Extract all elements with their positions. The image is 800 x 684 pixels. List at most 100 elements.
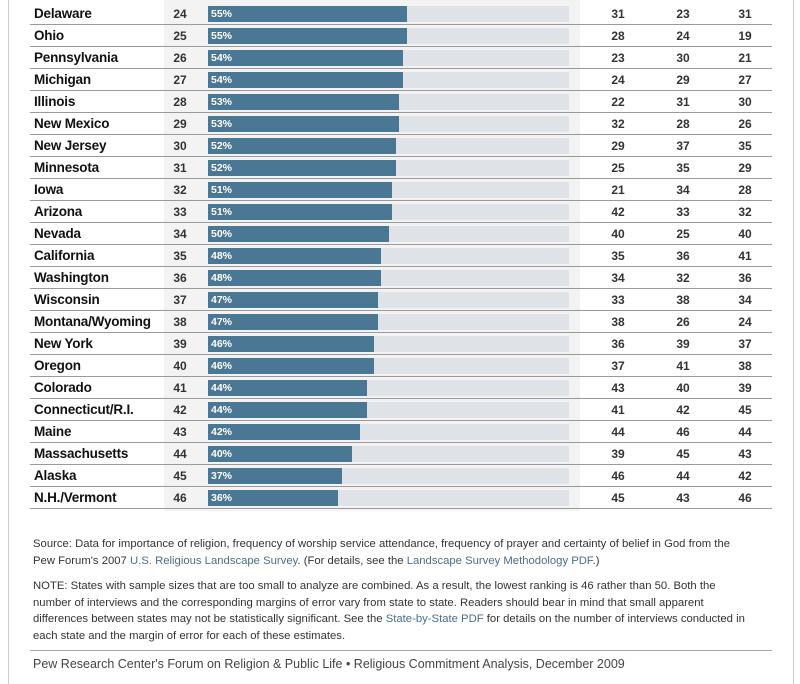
- bar: 53%: [208, 116, 400, 132]
- value-b: 23: [676, 7, 690, 21]
- value-a: 36: [611, 337, 625, 351]
- value-b: 42: [676, 403, 690, 417]
- bar-label: 50%: [211, 228, 233, 240]
- state-name: California: [34, 248, 95, 263]
- value-c: 34: [738, 293, 752, 307]
- rank: 33: [173, 205, 187, 219]
- table-row: Alaska 45 37% 46 44 42: [30, 465, 772, 487]
- value-b: 25: [676, 227, 690, 241]
- bar: 37%: [208, 468, 342, 484]
- bar-track: 50%: [208, 226, 569, 242]
- value-a: 34: [611, 271, 625, 285]
- bar-track: 37%: [208, 468, 569, 484]
- state-name: New York: [34, 336, 93, 351]
- state-name: Connecticut/R.I.: [34, 402, 134, 417]
- value-b: 24: [676, 29, 690, 43]
- state-name: Maine: [34, 424, 72, 439]
- state-name: Arizona: [34, 204, 83, 219]
- table-row: New Mexico 29 53% 32 28 26: [30, 113, 772, 135]
- footer-divider: [30, 650, 772, 651]
- bar-label: 44%: [211, 382, 233, 394]
- value-a: 33: [611, 293, 625, 307]
- frame-border-right: [793, 0, 794, 684]
- bar-label: 53%: [211, 96, 233, 108]
- table-row: Washington 36 48% 34 32 36: [30, 267, 772, 289]
- bar: 54%: [208, 72, 403, 88]
- bar-label: 54%: [211, 74, 233, 86]
- bar-label: 54%: [211, 52, 233, 64]
- rank: 26: [173, 51, 187, 65]
- value-a: 35: [611, 249, 625, 263]
- value-b: 36: [676, 249, 690, 263]
- value-c: 26: [738, 117, 752, 131]
- rank: 45: [173, 469, 187, 483]
- value-c: 38: [738, 359, 752, 373]
- value-c: 19: [738, 29, 752, 43]
- table-row: Michigan 27 54% 24 29 27: [30, 69, 772, 91]
- bar: 53%: [208, 94, 400, 110]
- rank: 37: [173, 293, 187, 307]
- state-name: Delaware: [34, 6, 92, 21]
- state-name: Montana/Wyoming: [34, 314, 151, 329]
- value-c: 32: [738, 205, 752, 219]
- bar: 52%: [208, 160, 396, 176]
- bar-track: 47%: [208, 292, 569, 308]
- bar-track: 46%: [208, 336, 569, 352]
- rank: 29: [173, 117, 187, 131]
- value-a: 28: [611, 29, 625, 43]
- rank: 31: [173, 161, 187, 175]
- value-b: 26: [676, 315, 690, 329]
- source-note: Source: Data for importance of religion,…: [33, 536, 753, 569]
- source-text-3: .): [592, 554, 600, 567]
- bar-label: 36%: [211, 492, 233, 504]
- value-b: 34: [676, 183, 690, 197]
- value-a: 37: [611, 359, 625, 373]
- bar-track: 36%: [208, 490, 569, 506]
- rank: 25: [173, 29, 187, 43]
- value-b: 45: [676, 447, 690, 461]
- bar: 42%: [208, 424, 360, 440]
- state-by-state-pdf-link[interactable]: State-by-State PDF: [385, 613, 484, 625]
- bar: 40%: [208, 446, 353, 462]
- bar: 55%: [208, 28, 407, 44]
- value-a: 44: [611, 425, 625, 439]
- bar: 46%: [208, 336, 375, 352]
- value-c: 41: [738, 249, 752, 263]
- bar: 54%: [208, 50, 403, 66]
- bar-label: 42%: [211, 426, 233, 438]
- note-text-2: for details on the number of interviews …: [33, 613, 745, 642]
- value-a: 46: [611, 469, 625, 483]
- value-c: 42: [738, 469, 752, 483]
- value-a: 23: [611, 51, 625, 65]
- bar-track: 48%: [208, 248, 569, 264]
- methodology-pdf-link[interactable]: Landscape Survey Methodology PDF: [406, 554, 593, 567]
- bar-label: 48%: [211, 272, 233, 284]
- bar-track: 44%: [208, 380, 569, 396]
- rank: 24: [173, 7, 187, 21]
- state-name: Washington: [34, 270, 109, 285]
- rank: 38: [173, 315, 187, 329]
- rank: 44: [173, 447, 187, 461]
- bar: 46%: [208, 358, 375, 374]
- value-c: 28: [738, 183, 752, 197]
- source-text: Source: Data for importance of religion,…: [33, 538, 731, 567]
- value-c: 29: [738, 161, 752, 175]
- rank: 34: [173, 227, 187, 241]
- bar-label: 44%: [211, 404, 233, 416]
- bar-track: 54%: [208, 50, 569, 66]
- table-row: New York 39 46% 36 39 37: [30, 333, 772, 355]
- landscape-survey-link[interactable]: U.S. Religious Landscape Survey: [129, 554, 298, 567]
- value-b: 38: [676, 293, 690, 307]
- bar-track: 53%: [208, 94, 569, 110]
- bar: 52%: [208, 138, 396, 154]
- table-row: Arizona 33 51% 42 33 32: [30, 201, 772, 223]
- bar-label: 55%: [211, 30, 233, 42]
- rank: 40: [173, 359, 187, 373]
- bar: 48%: [208, 248, 382, 264]
- value-c: 40: [738, 227, 752, 241]
- value-a: 41: [611, 403, 625, 417]
- bar-track: 42%: [208, 424, 569, 440]
- rank: 39: [173, 337, 187, 351]
- state-name: Oregon: [34, 358, 81, 373]
- rank: 30: [173, 139, 187, 153]
